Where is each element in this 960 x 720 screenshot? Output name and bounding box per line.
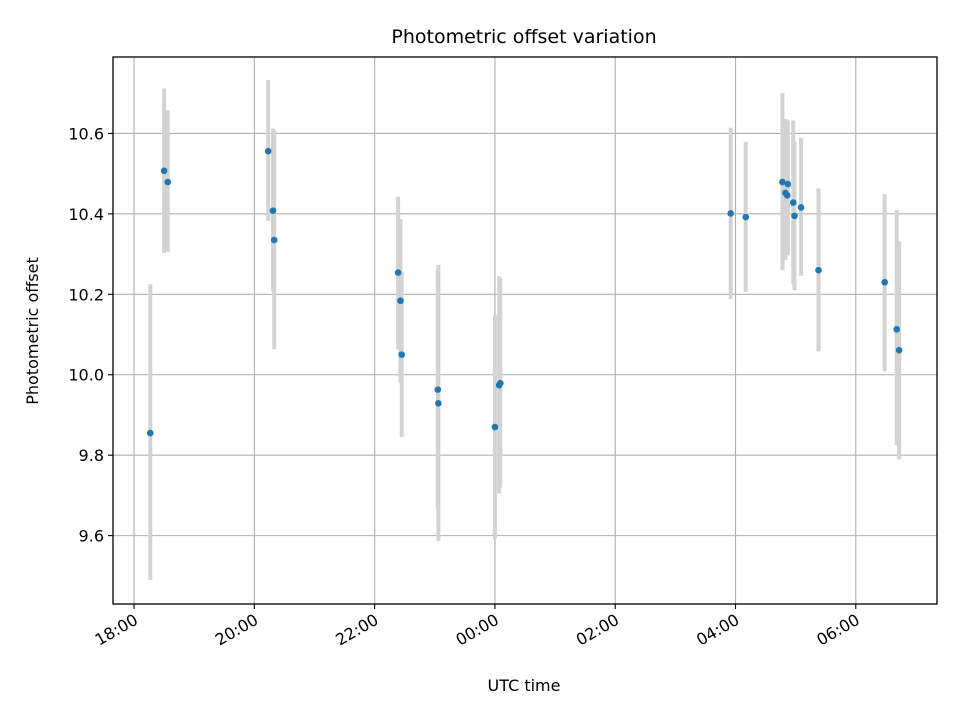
x-tick-label-4: 02:00	[573, 610, 622, 650]
x-tick-label-6: 06:00	[813, 610, 862, 650]
data-point-18	[783, 192, 791, 199]
x-tick-label-1: 20:00	[212, 610, 261, 650]
data-point-19	[784, 180, 792, 188]
data-point-25	[893, 325, 901, 333]
data-point-6	[394, 269, 402, 276]
y-tick-label-0: 9.6	[79, 527, 104, 546]
data-point-13	[497, 379, 504, 387]
data-point-7	[397, 297, 404, 305]
y-tick-label-3: 10.2	[68, 285, 104, 304]
x-tick-label-0: 18:00	[92, 610, 141, 650]
data-point-0	[146, 429, 154, 437]
plot-frame	[112, 56, 938, 605]
x-tick-label-3: 00:00	[452, 610, 501, 650]
y-tick-label-4: 10.4	[68, 205, 104, 224]
data-point-1	[160, 167, 168, 175]
y-tick-label-1: 9.8	[79, 446, 104, 465]
data-point-14	[727, 210, 734, 217]
y-tick-label-5: 10.6	[68, 124, 104, 143]
chart-title: Photometric offset variation	[391, 26, 656, 48]
data-points	[146, 147, 903, 437]
data-point-24	[881, 278, 888, 286]
y-tick-label-2: 10.0	[68, 366, 104, 385]
data-point-21	[791, 212, 798, 220]
x-axis-ticks: 18:00 20:00 22:00 00:00 02:00 04:00 06:00	[92, 604, 863, 650]
data-point-26	[895, 346, 903, 354]
data-point-11	[491, 423, 499, 431]
data-point-2	[164, 178, 172, 186]
data-point-22	[797, 204, 805, 211]
data-point-9	[434, 386, 442, 393]
y-axis-label: Photometric offset	[23, 257, 42, 405]
x-tick-label-2: 22:00	[332, 610, 381, 650]
error-bars	[148, 79, 902, 580]
x-tick-label-5: 04:00	[693, 610, 742, 650]
x-axis-label: UTC time	[488, 676, 561, 695]
data-point-23	[815, 266, 822, 274]
data-point-15	[742, 213, 750, 221]
grid-lines	[113, 57, 937, 604]
data-point-4	[269, 207, 277, 214]
data-point-5	[270, 236, 278, 244]
data-point-3	[264, 147, 272, 155]
y-axis-ticks: 9.6 9.8 10.0 10.2 10.4 10.6	[68, 124, 113, 546]
data-point-10	[435, 399, 442, 407]
data-point-16	[779, 178, 786, 186]
data-point-20	[789, 199, 797, 206]
data-point-8	[398, 351, 406, 358]
